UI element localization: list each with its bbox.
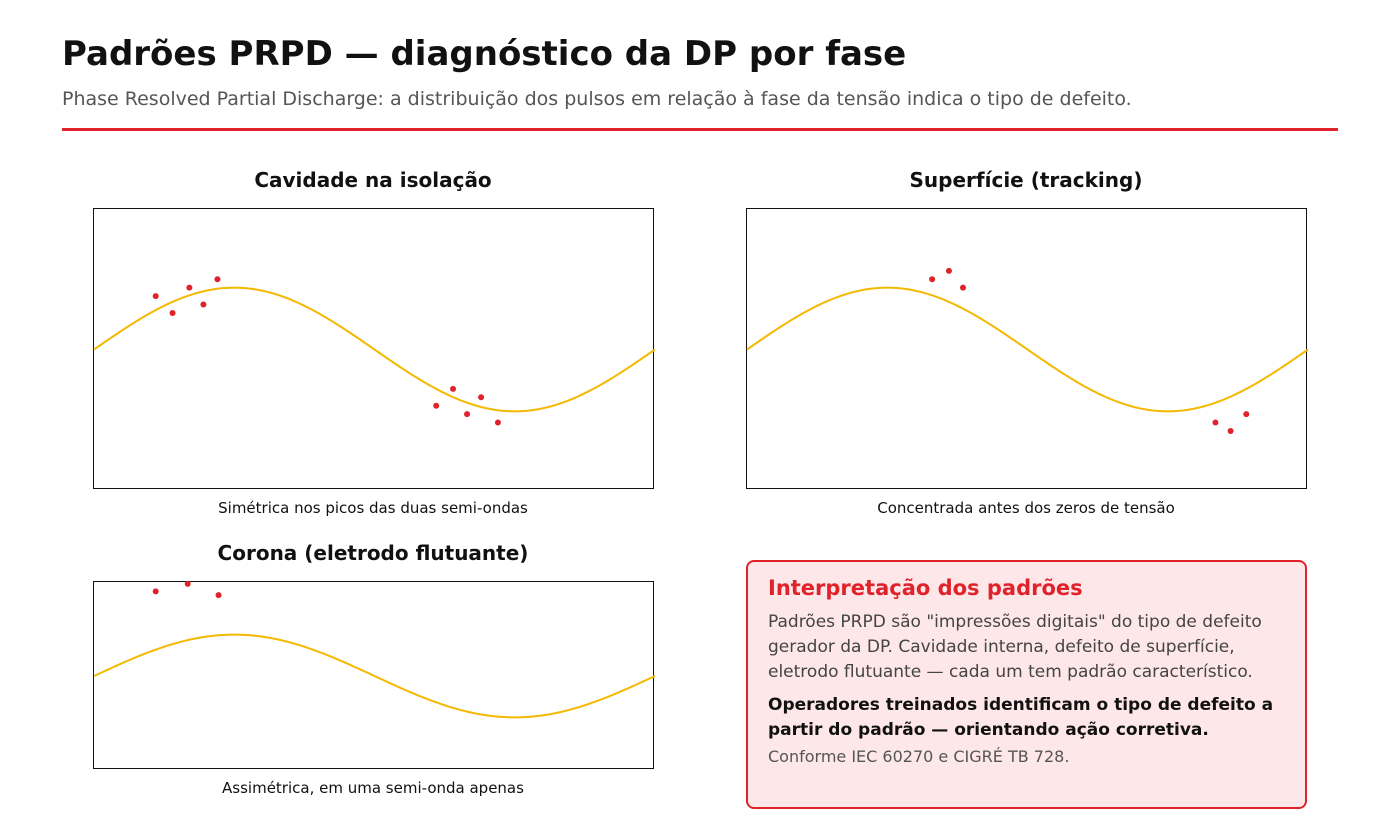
prpd-chart-corona xyxy=(93,580,656,719)
pd-pulse-cavity-4 xyxy=(214,276,221,283)
panel-caption-surface: Concentrada antes dos zeros de tensão xyxy=(877,499,1175,517)
voltage-sine-corona xyxy=(93,633,656,719)
pd-pulse-corona-1 xyxy=(184,580,191,587)
pd-pulse-corona-2 xyxy=(215,592,222,599)
pd-pulse-cavity-1 xyxy=(169,309,176,316)
pd-pulse-cavity-0 xyxy=(152,293,159,300)
panel-title-corona: Corona (eletrodo flutuante) xyxy=(217,541,529,565)
panel-caption-corona: Assimétrica, em uma semi-onda apenas xyxy=(222,779,524,797)
interpretation-title: Interpretação dos padrões xyxy=(768,576,1083,600)
title-divider xyxy=(62,128,1338,131)
pd-pulse-surface-0 xyxy=(929,276,936,283)
prpd-chart-surface xyxy=(746,267,1309,434)
pd-pulse-cavity-9 xyxy=(494,419,501,426)
pd-pulse-cavity-7 xyxy=(464,411,471,418)
prpd-plot-cavity xyxy=(93,208,656,489)
panel-title-surface: Superfície (tracking) xyxy=(909,168,1143,192)
pd-pulse-cavity-3 xyxy=(200,301,207,308)
voltage-sine-surface xyxy=(746,286,1309,413)
interpretation-box: Interpretação dos padrões Padrões PRPD s… xyxy=(746,560,1307,809)
prpd-chart-cavity xyxy=(93,276,656,426)
prpd-plot-surface xyxy=(746,208,1309,489)
panel-caption-cavity: Simétrica nos picos das duas semi-ondas xyxy=(218,499,528,517)
pd-pulse-surface-2 xyxy=(959,284,966,291)
pd-pulse-corona-0 xyxy=(152,588,159,595)
page-subtitle: Phase Resolved Partial Discharge: a dist… xyxy=(62,88,1132,110)
voltage-sine-cavity xyxy=(93,286,656,413)
pd-pulse-surface-4 xyxy=(1227,427,1234,434)
page-title: Padrões PRPD — diagnóstico da DP por fas… xyxy=(62,34,907,74)
pd-pulse-surface-3 xyxy=(1212,419,1219,426)
interpretation-reference: Conforme IEC 60270 e CIGRÉ TB 728. xyxy=(768,747,1070,766)
prpd-plot-corona xyxy=(93,580,656,769)
pd-pulse-cavity-5 xyxy=(433,402,440,409)
panel-title-cavity: Cavidade na isolação xyxy=(254,168,492,192)
pd-pulse-surface-5 xyxy=(1243,411,1250,418)
interpretation-body: Padrões PRPD são "impressões digitais" d… xyxy=(768,612,1262,682)
pd-pulse-surface-1 xyxy=(945,267,952,274)
pd-pulse-cavity-8 xyxy=(478,394,485,401)
interpretation-highlight: Operadores treinados identificam o tipo … xyxy=(768,695,1274,740)
pd-pulse-cavity-2 xyxy=(186,284,193,291)
pd-pulse-cavity-6 xyxy=(450,385,457,392)
